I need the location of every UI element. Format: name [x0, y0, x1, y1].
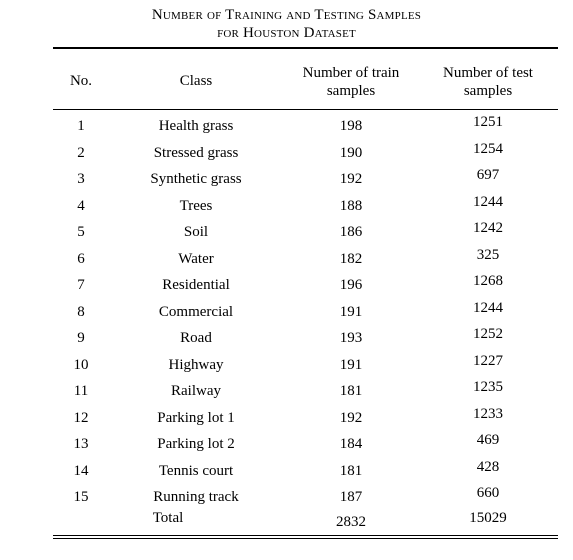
cell-train: 182: [339, 250, 363, 267]
cell-no: 8: [77, 303, 85, 320]
cell-class: Road: [180, 330, 212, 346]
cell-train: 184: [339, 436, 363, 452]
cell-no: 1: [77, 118, 85, 134]
cell-no: 3: [77, 171, 85, 187]
table-row: 12 Parking lot 1 192 1233: [0, 406, 573, 428]
cell-test: 1235: [473, 379, 503, 395]
cell-train: 192: [339, 171, 363, 187]
cell-class: Highway: [168, 356, 224, 373]
cell-no: 14: [73, 462, 89, 479]
cell-train: 181: [339, 462, 363, 479]
cell-test: 1252: [473, 326, 503, 342]
table-row: 4 Trees 188 1244: [0, 194, 573, 216]
cell-train: 181: [339, 383, 363, 399]
cell-no: 9: [77, 330, 85, 346]
cell-test: 1242: [473, 220, 503, 236]
cell-no: 4: [77, 197, 85, 214]
cell-test: 660: [476, 485, 500, 501]
cell-no: 11: [73, 383, 89, 399]
cell-train: 187: [339, 489, 363, 505]
cell-no: 7: [77, 277, 85, 293]
total-train: 2832: [336, 514, 366, 530]
cell-class: Parking lot 1: [157, 409, 235, 426]
header-class: Class: [179, 73, 213, 89]
header-no: No.: [69, 73, 93, 89]
cell-no: 13: [73, 436, 89, 452]
header-test-line-1: Number of test: [443, 65, 533, 81]
cell-class: Synthetic grass: [150, 171, 242, 187]
table-row: 8 Commercial 191 1244: [0, 300, 573, 322]
table-row: 10 Highway 191 1227: [0, 353, 573, 375]
table-row: 3 Synthetic grass 192 697: [0, 167, 573, 189]
table-row: 1 Health grass 198 1251: [0, 114, 573, 136]
cell-test: 697: [476, 167, 500, 183]
bottom-rule-2: [53, 538, 558, 539]
cell-class: Railway: [171, 383, 221, 399]
cell-class: Running track: [153, 489, 239, 505]
bottom-rule-1: [53, 535, 558, 536]
table-row: 6 Water 182 325: [0, 247, 573, 269]
cell-test: 469: [476, 432, 500, 448]
table-row: 2 Stressed grass 190 1254: [0, 141, 573, 163]
cell-train: 188: [339, 197, 363, 214]
cell-train: 191: [339, 303, 363, 320]
table-row: 9 Road 193 1252: [0, 326, 573, 348]
cell-test: 1268: [473, 273, 503, 289]
cell-class: Residential: [162, 277, 230, 293]
cell-class: Commercial: [158, 303, 234, 320]
cell-train: 191: [339, 356, 363, 373]
cell-train: 198: [339, 118, 363, 134]
header-train-line-1: Number of train: [302, 65, 400, 81]
cell-test: 1244: [473, 299, 503, 316]
cell-test: 325: [476, 246, 500, 263]
cell-class: Health grass: [158, 118, 234, 134]
cell-no: 15: [73, 489, 89, 505]
cell-train: 190: [339, 144, 363, 161]
cell-class: Trees: [179, 197, 213, 214]
table-row: 13 Parking lot 2 184 469: [0, 432, 573, 454]
header-test-samples: Number of test samples: [428, 64, 548, 100]
table-row: 14 Tennis court 181 428: [0, 459, 573, 481]
cell-test: 1244: [473, 193, 503, 210]
cell-test: 428: [476, 458, 500, 475]
cell-class: Soil: [183, 224, 209, 240]
cell-train: 196: [339, 277, 363, 293]
header-train-samples: Number of train samples: [291, 64, 411, 100]
cell-no: 2: [77, 144, 85, 161]
cell-no: 5: [77, 224, 85, 240]
cell-test: 1227: [473, 352, 503, 369]
cell-class: Tennis court: [158, 462, 234, 479]
table-row: 5 Soil 186 1242: [0, 220, 573, 242]
cell-no: 6: [77, 250, 85, 267]
header-rule: [53, 109, 558, 110]
cell-test: 1233: [473, 405, 503, 422]
cell-no: 12: [73, 409, 89, 426]
cell-test: 1254: [473, 140, 503, 157]
cell-class: Water: [178, 250, 214, 267]
table-row: 7 Residential 196 1268: [0, 273, 573, 295]
total-row: Total 2832 15029: [0, 509, 573, 531]
cell-no: 10: [73, 356, 89, 373]
header-train-line-2: samples: [326, 83, 376, 99]
total-label: Total: [152, 510, 184, 526]
cell-train: 193: [339, 330, 363, 346]
table-caption-line-1: Number of Training and Testing Samples: [151, 7, 422, 23]
cell-train: 192: [339, 409, 363, 426]
total-test: 15029: [469, 510, 507, 526]
cell-class: Stressed grass: [153, 144, 239, 161]
cell-class: Parking lot 2: [157, 436, 235, 452]
table-row: 15 Running track 187 660: [0, 485, 573, 507]
top-rule: [53, 47, 558, 49]
cell-test: 1251: [473, 114, 503, 130]
table-row: 11 Railway 181 1235: [0, 379, 573, 401]
header-test-line-2: samples: [463, 83, 513, 99]
table-caption-line-2: for Houston Dataset: [217, 25, 356, 41]
cell-train: 186: [339, 224, 363, 240]
